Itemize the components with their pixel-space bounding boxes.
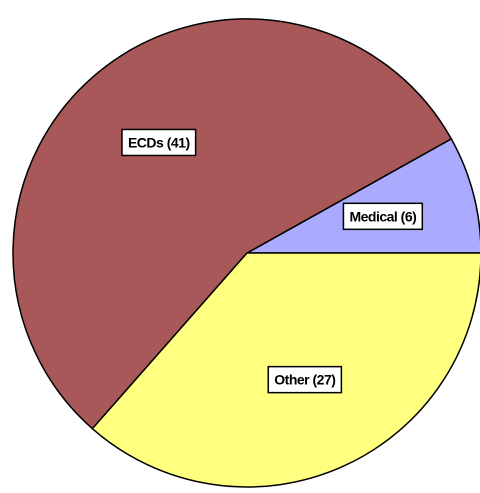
data-label: ECDs (41) <box>121 128 197 157</box>
data-label-box <box>342 202 424 231</box>
data-label: Other (27) <box>267 365 343 394</box>
data-label: Medical (6) <box>342 202 424 231</box>
data-label-box <box>121 128 197 157</box>
data-label-box <box>267 365 343 394</box>
data-label-text: Medical (6) <box>349 208 416 224</box>
data-label-text: Other (27) <box>274 372 335 388</box>
data-label-text: ECDs (41) <box>128 134 190 150</box>
pie-slice <box>12 18 453 430</box>
